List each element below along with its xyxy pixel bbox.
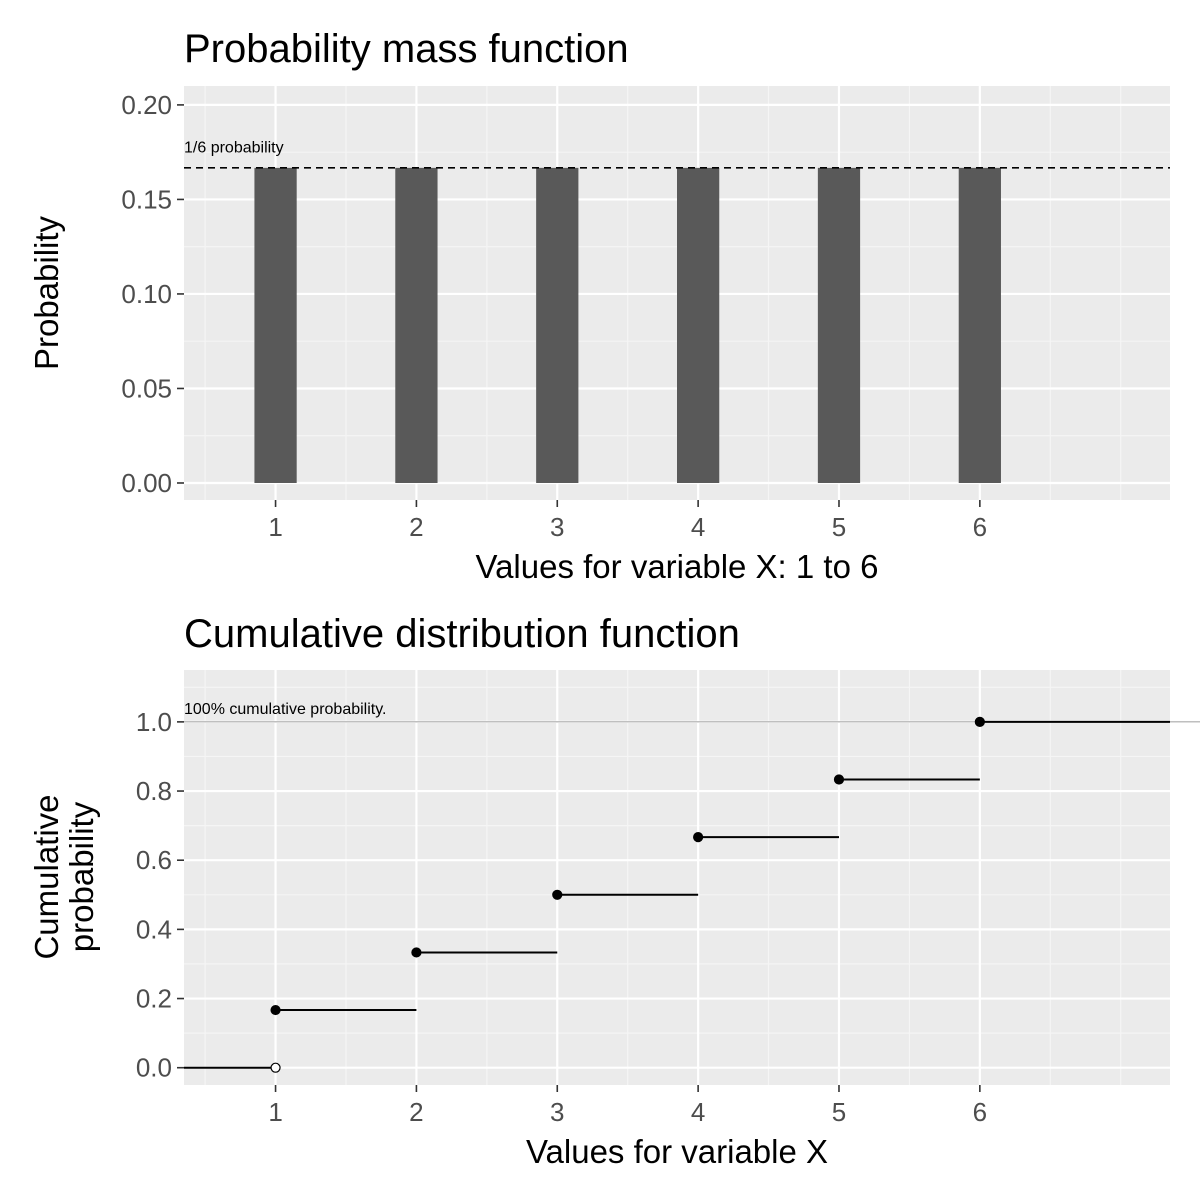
cdf-y-axis: 0.0 0.2 0.4 0.6 0.8 1.0	[136, 707, 184, 1083]
cdf-point-1	[270, 1004, 281, 1016]
pmf-x-tick-label-4: 5	[832, 512, 846, 542]
cdf-annotation: 100% cumulative probability.	[184, 701, 386, 718]
pmf-y-tick-label-1: 0.05	[121, 373, 172, 403]
pmf-y-tick-label-0: 0.00	[121, 468, 172, 498]
cdf-plot-panel	[184, 670, 1170, 1085]
cdf-y-tick-label-0: 0.0	[136, 1053, 172, 1083]
cdf-x-axis-title: Values for variable X	[526, 1133, 828, 1170]
cdf-x-tick-label-2: 3	[550, 1097, 564, 1127]
cdf-chart: Cumulative distribution function 100% cu…	[28, 612, 1200, 1170]
cdf-point-3	[552, 889, 563, 900]
pmf-x-tick-label-5: 6	[973, 512, 987, 542]
cdf-title: Cumulative distribution function	[184, 612, 740, 656]
pmf-y-axis: 0.00 0.05 0.10 0.15 0.20	[121, 90, 184, 498]
pmf-y-tick-label-3: 0.15	[121, 184, 172, 214]
pmf-bar-3	[536, 167, 579, 483]
pmf-annotation: 1/6 probability	[184, 139, 284, 156]
pmf-x-axis: 1 2 3 4 5 6	[268, 500, 987, 542]
pmf-x-tick-label-2: 3	[550, 512, 564, 542]
cdf-point-6	[974, 716, 985, 727]
pmf-x-tick-label-0: 1	[268, 512, 282, 542]
cdf-y-tick-label-5: 1.0	[136, 707, 172, 737]
pmf-bar-6	[958, 167, 1001, 483]
pmf-x-tick-label-3: 4	[691, 512, 705, 542]
cdf-y-tick-label-2: 0.4	[136, 914, 172, 944]
pmf-title: Probability mass function	[184, 27, 629, 71]
pmf-bars	[254, 167, 1001, 483]
cdf-y-axis-title: Cumulative probability	[28, 794, 100, 959]
cdf-y-tick-label-3: 0.6	[136, 845, 172, 875]
cdf-grid	[184, 670, 1170, 1085]
cdf-point-0	[270, 1062, 281, 1073]
pmf-y-tick-label-4: 0.20	[121, 90, 172, 120]
pmf-bar-4	[677, 167, 720, 483]
pmf-y-axis-title: Probability	[28, 215, 65, 370]
pmf-bar-5	[817, 167, 861, 483]
cdf-points	[270, 716, 985, 1073]
pmf-x-axis-title: Values for variable X: 1 to 6	[476, 548, 879, 585]
pmf-bar-2	[395, 167, 438, 483]
cdf-x-tick-label-1: 2	[409, 1097, 423, 1127]
cdf-y-axis-title-line-1: Cumulative	[28, 794, 65, 959]
pmf-chart: Probability mass function 1/6 probabilit…	[28, 27, 1170, 585]
cdf-x-tick-label-5: 6	[973, 1097, 987, 1127]
cdf-point-4	[693, 832, 704, 843]
cdf-step-segments	[184, 720, 1170, 1069]
cdf-point-5	[833, 774, 845, 785]
cdf-x-tick-label-0: 1	[268, 1097, 282, 1127]
cdf-y-axis-title-line-2: probability	[63, 801, 100, 952]
pmf-y-tick-label-2: 0.10	[121, 279, 172, 309]
cdf-y-tick-label-4: 0.8	[136, 776, 172, 806]
cdf-x-tick-label-3: 4	[691, 1097, 705, 1127]
cdf-x-axis: 1 2 3 4 5 6	[268, 1085, 987, 1127]
pmf-bar-1	[254, 167, 297, 483]
cdf-y-tick-label-1: 0.2	[136, 984, 172, 1014]
cdf-point-2	[411, 947, 422, 958]
pmf-x-tick-label-1: 2	[409, 512, 423, 542]
cdf-x-tick-label-4: 5	[832, 1097, 846, 1127]
